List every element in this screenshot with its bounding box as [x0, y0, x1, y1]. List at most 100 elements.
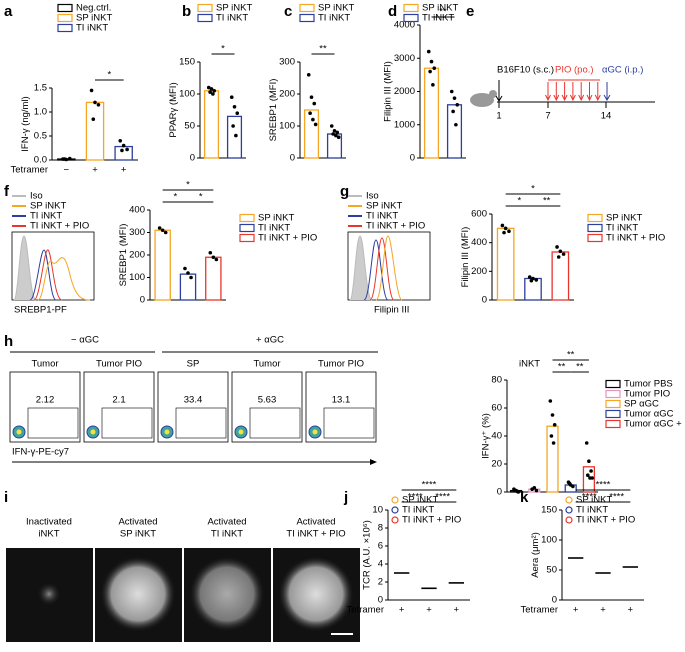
iso-curve	[349, 235, 373, 301]
cell	[37, 582, 61, 606]
data-point	[432, 66, 437, 71]
data-point	[91, 117, 96, 121]
data-point	[157, 226, 162, 230]
y-tick-label: 4	[378, 559, 383, 570]
data-point	[449, 89, 454, 94]
legend-label: SP iNKT	[402, 495, 438, 506]
y-tick-label: 0	[497, 487, 502, 498]
data-point	[589, 469, 593, 473]
y-tick-label: 0	[140, 295, 145, 306]
data-point	[507, 229, 511, 233]
mouse-head	[489, 90, 497, 98]
panel-letter: h	[4, 333, 13, 350]
legend-label: TI iNKT + PIO	[576, 515, 635, 526]
data-point	[229, 95, 234, 99]
data-point	[118, 139, 123, 143]
legend-swatch	[605, 409, 621, 419]
data-point	[121, 143, 126, 148]
data-point	[186, 271, 190, 275]
y-tick-label: 20	[491, 459, 502, 470]
sig-label: **	[543, 196, 551, 207]
data-point	[428, 69, 432, 74]
panel-letter: a	[4, 3, 13, 20]
sig-label: **	[576, 362, 584, 373]
data-point	[93, 100, 97, 105]
data-point	[527, 275, 532, 279]
plot-frame	[305, 371, 377, 443]
sig-label: *	[199, 192, 203, 203]
plot-label: SP	[187, 359, 200, 370]
data-point	[561, 252, 566, 256]
y-tick-label: 200	[129, 250, 145, 261]
y-tick-label: 1.0	[34, 107, 47, 118]
y-tick-label: 0	[482, 295, 487, 306]
cell	[100, 556, 176, 632]
data-point	[550, 413, 555, 417]
legend-swatch	[57, 3, 73, 13]
arrow-head	[370, 459, 377, 465]
data-point	[214, 257, 219, 262]
sig-label: *	[186, 180, 190, 191]
legend-label: TI iNKT	[366, 211, 398, 222]
legend-label: TI iNKT + PIO	[258, 233, 317, 244]
sig-label: ****	[609, 492, 624, 503]
bar	[551, 251, 570, 301]
image-label: TI iNKT + PIO	[286, 529, 345, 540]
legend-label: TI iNKT	[76, 23, 108, 34]
sig-label: **	[567, 350, 575, 361]
image-label: Activated	[118, 517, 157, 528]
gate-value: 2.12	[36, 395, 55, 406]
x-tick-label: +	[454, 605, 460, 616]
data-point	[309, 95, 314, 99]
y-tick-label: 0	[552, 595, 557, 606]
image-label: iNKT	[38, 529, 59, 540]
panel-letter: e	[466, 3, 474, 20]
data-point	[502, 230, 506, 235]
pio-curve	[33, 249, 63, 301]
y-axis-label: IFN-γ (ng/ml)	[20, 96, 31, 151]
y-tick-label: 10	[372, 505, 383, 516]
legend-swatch	[197, 3, 213, 13]
legend-swatch	[605, 419, 621, 429]
sig-label: ****	[435, 492, 450, 503]
data-point	[334, 133, 338, 138]
bar	[203, 90, 220, 159]
gate	[27, 407, 79, 439]
data-point	[96, 103, 101, 107]
plot-frame	[9, 371, 81, 443]
legend-label: SP iNKT	[576, 495, 612, 506]
legend-swatch	[391, 516, 399, 524]
x-tick-label: +	[121, 165, 127, 176]
stim-label: αGC (i.p.)	[602, 65, 643, 76]
legend-swatch	[605, 389, 621, 399]
legend-label: TI iNKT + PIO	[30, 221, 89, 232]
data-point	[313, 122, 318, 127]
ti-curve	[29, 249, 57, 301]
legend-swatch	[605, 399, 621, 409]
data-point	[556, 255, 561, 259]
y-tick-label: 400	[129, 205, 145, 216]
iso-curve	[13, 235, 37, 301]
x-row-label: Tetramer	[11, 165, 48, 176]
legend-label: SP iNKT	[258, 213, 294, 224]
data-point	[590, 476, 594, 480]
sig-label: *	[517, 196, 521, 207]
legend-label: Tumor αGC + PIO	[624, 419, 685, 430]
gate-value: 33.4	[184, 395, 203, 406]
legend-swatch	[565, 516, 573, 524]
panel-letter: g	[340, 183, 349, 200]
data-point	[331, 132, 335, 136]
cell-core	[238, 429, 244, 435]
arrow-head	[594, 94, 601, 102]
data-point	[209, 87, 214, 91]
bar	[496, 227, 515, 301]
arrow-head	[569, 94, 576, 102]
y-tick-label: 0	[410, 153, 415, 164]
legend-swatch	[299, 13, 315, 23]
data-point	[534, 278, 539, 282]
legend-label: SP iNKT	[30, 201, 66, 212]
sig-label: ****	[408, 492, 423, 503]
data-point	[567, 481, 572, 486]
sig-label: **	[439, 7, 447, 18]
